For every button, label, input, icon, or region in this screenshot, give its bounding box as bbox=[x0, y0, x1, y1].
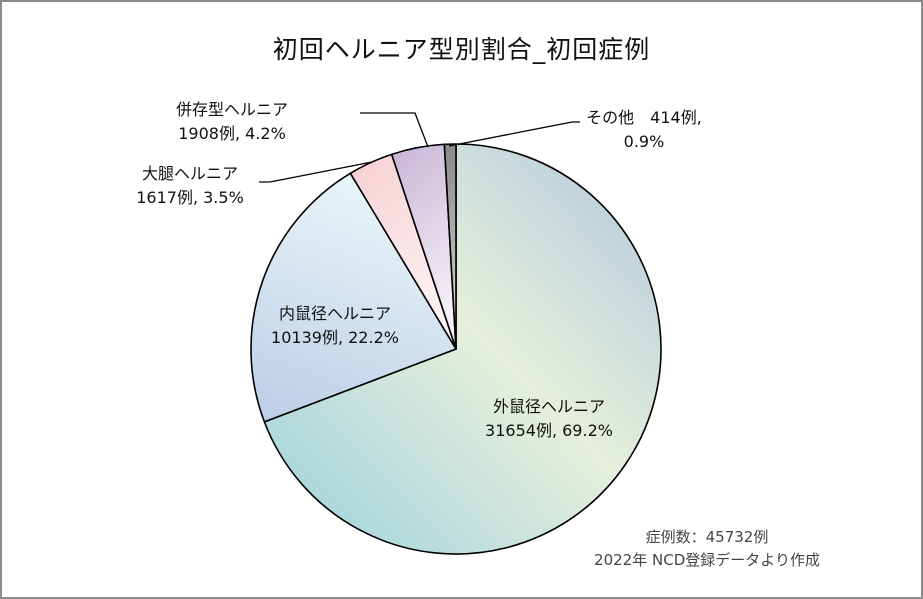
label-combined: 併存型ヘルニア 1908例, 4.2% bbox=[176, 98, 288, 146]
leader-line-combined bbox=[360, 112, 429, 148]
leader-line-femoral bbox=[259, 161, 373, 183]
label-femoral-name: 大腿ヘルニア bbox=[141, 164, 239, 183]
label-femoral-detail: 1617例, 3.5% bbox=[136, 188, 244, 207]
chart-title: 初回ヘルニア型別割合_初回症例 bbox=[272, 35, 651, 64]
chart-footnote: 症例数：45732例 2022年 NCD登録データより作成 bbox=[594, 526, 820, 572]
label-combined-detail: 1908例, 4.2% bbox=[178, 124, 286, 143]
leader-line-other bbox=[448, 121, 580, 147]
label-combined-name: 併存型ヘルニア bbox=[175, 100, 289, 119]
label-other: その他 414例, 0.9% bbox=[586, 106, 702, 154]
label-indirect: 外鼠径ヘルニア 31654例, 69.2% bbox=[485, 395, 613, 443]
label-direct-name: 内鼠径ヘルニア bbox=[278, 304, 391, 323]
label-indirect-name: 外鼠径ヘルニア bbox=[492, 397, 605, 416]
slice-indirect-inguinal bbox=[263, 143, 662, 555]
label-femoral: 大腿ヘルニア 1617例, 3.5% bbox=[136, 162, 244, 210]
label-direct: 内鼠径ヘルニア 10139例, 22.2% bbox=[271, 302, 399, 350]
label-direct-detail: 10139例, 22.2% bbox=[271, 328, 399, 347]
label-indirect-detail: 31654例, 69.2% bbox=[485, 421, 613, 440]
label-other-detail: 0.9% bbox=[623, 132, 665, 151]
label-other-name: その他 414例, bbox=[586, 108, 702, 127]
total-count: 症例数：45732例 bbox=[645, 528, 769, 546]
slice-direct-inguinal bbox=[250, 172, 457, 423]
data-source: 2022年 NCD登録データより作成 bbox=[594, 551, 820, 569]
